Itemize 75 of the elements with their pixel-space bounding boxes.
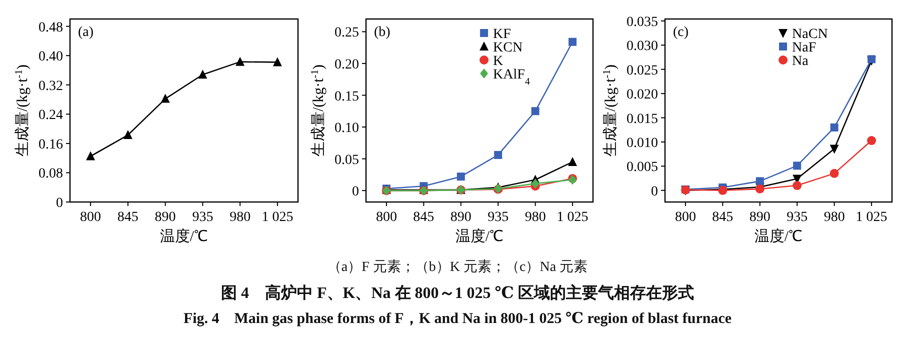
legend-label: NaF xyxy=(792,40,816,56)
y-tick-label: 0.20 xyxy=(334,57,359,72)
x-tick-label: 890 xyxy=(154,210,176,225)
x-tick-label: 890 xyxy=(450,210,472,225)
x-tick-label: 800 xyxy=(674,210,696,225)
point xyxy=(568,156,578,166)
point xyxy=(756,177,764,186)
legend-label: KF xyxy=(493,27,512,42)
point xyxy=(123,130,132,140)
y-tick-label: 0.05 xyxy=(334,152,359,168)
y-tick-label: 0.48 xyxy=(38,20,63,36)
y-tick-label: 0.40 xyxy=(38,50,63,65)
x-tick-label: 935 xyxy=(192,210,214,225)
y-tick-label: 0.025 xyxy=(626,63,658,78)
x-tick-label: 1 025 xyxy=(262,210,294,225)
y-tick-label: 0.25 xyxy=(334,26,359,41)
x-tick-label: 980 xyxy=(824,210,845,225)
point xyxy=(531,178,540,189)
text: （a）F 元素；（b）K 元素；（c）Na 元素 xyxy=(326,258,589,276)
x-tick-label: 935 xyxy=(488,210,509,225)
x-tick-label: 980 xyxy=(230,210,251,225)
caption: Fig. 4 Main gas phase forms of F，K and Na in 800-1 025 ℃ region of blast furnace xyxy=(182,310,733,328)
point xyxy=(160,94,170,103)
y-tick-label: 0.020 xyxy=(626,88,658,103)
y-tick-label: 0.010 xyxy=(626,136,658,151)
point xyxy=(86,151,96,160)
x-tick-label: 1 025 xyxy=(556,210,588,225)
y-tick-label: 0.10 xyxy=(334,121,359,136)
legend-label: KAlF$_{4}$ xyxy=(493,68,530,87)
chart-title: (b) xyxy=(374,25,391,40)
x-tick-label: 935 xyxy=(786,210,808,225)
x-axis-title: 温度/℃ xyxy=(455,228,504,245)
x-tick-label: 845 xyxy=(413,210,434,225)
y-tick-label: 0 xyxy=(352,184,359,200)
y-tick-label: 0.16 xyxy=(38,137,63,152)
x-axis-title: 温度/℃ xyxy=(754,228,803,245)
point xyxy=(531,107,540,116)
y-tick-label: 0.24 xyxy=(38,108,63,124)
chart-title: (a) xyxy=(78,25,94,40)
point xyxy=(198,70,208,79)
x-tick-label: 845 xyxy=(117,210,138,225)
legend-label: KCN xyxy=(493,40,523,56)
x-tick-label: 1 025 xyxy=(856,210,888,225)
point xyxy=(456,172,465,181)
point xyxy=(867,136,876,146)
x-tick-label: 890 xyxy=(749,210,770,225)
point xyxy=(568,38,577,46)
y-tick-label: 0.030 xyxy=(626,39,658,54)
point xyxy=(830,144,839,154)
legend-label: Na xyxy=(792,54,810,69)
y-tick-label: 0.08 xyxy=(38,166,63,182)
point xyxy=(868,55,876,64)
x-tick-label: 800 xyxy=(376,210,397,225)
y-tick-label: 0.15 xyxy=(334,89,359,104)
point xyxy=(792,181,802,190)
chart-title: (c) xyxy=(673,25,689,40)
legend-label: NaCN xyxy=(792,27,828,42)
point xyxy=(272,57,282,66)
point xyxy=(793,162,802,170)
y-tick-label: 0.005 xyxy=(626,160,658,176)
y-tick-label: 0.035 xyxy=(626,14,658,30)
point xyxy=(236,56,245,66)
y-tick-label: 0.32 xyxy=(38,78,63,94)
legend-label: K xyxy=(493,54,504,69)
point xyxy=(494,150,502,159)
x-tick-label: 845 xyxy=(712,210,734,225)
x-tick-label: 800 xyxy=(80,210,102,225)
x-tick-label: 980 xyxy=(524,210,546,225)
y-tick-label: 0 xyxy=(56,196,63,211)
x-axis-title: 温度/℃ xyxy=(160,228,208,245)
point xyxy=(830,168,839,178)
caption: 图 4 高炉中 F、K、Na 在 800～1 025 ℃ 区域的主要气相存在形式 xyxy=(220,283,695,304)
y-tick-label: 0 xyxy=(651,184,658,200)
y-tick-label: 0.015 xyxy=(626,112,658,127)
point xyxy=(830,123,838,132)
